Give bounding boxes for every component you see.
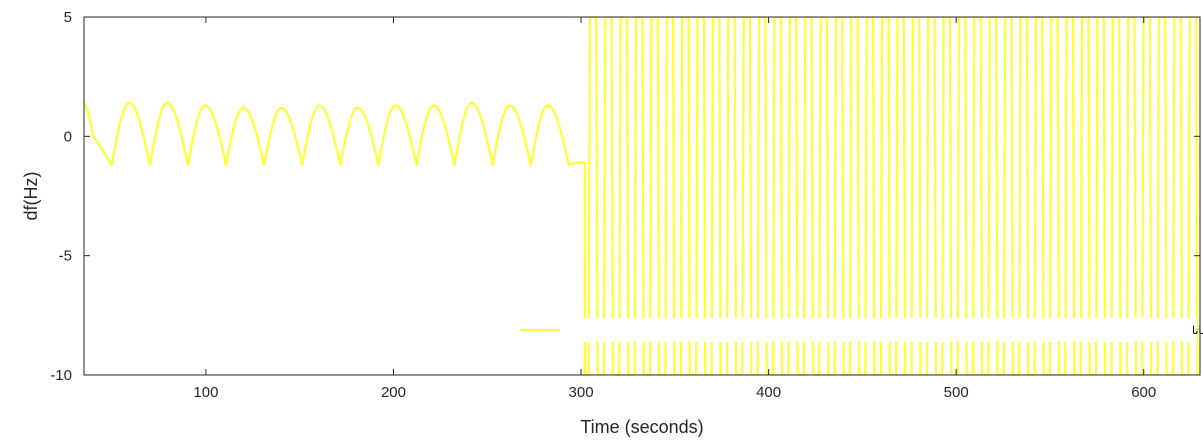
x-tick-label: 300 [569,384,594,401]
x-tick-label: 600 [1131,384,1156,401]
y-tick-label: 0 [64,128,72,145]
y-tick-label: -5 [59,248,72,265]
x-tick-label: 100 [193,384,218,401]
x-tick-label: 400 [756,384,781,401]
x-axis-title: Time (seconds) [580,417,703,437]
y-tick-label: -10 [50,367,72,384]
series-line [84,17,1200,375]
legend: کنترل فرکانس-بار با استفاده از کنترل کنن… [516,318,1203,342]
y-axis-title: df(Hz) [21,172,41,221]
x-tick-label: 500 [944,384,969,401]
axes-box [83,16,1201,376]
y-tick-label: 5 [64,9,72,26]
legend-entry-label: کنترل فرکانس-بار با استفاده از کنترل کنن… [1192,324,1203,337]
legend-box [516,318,1197,342]
x-tick-label: 200 [381,384,406,401]
